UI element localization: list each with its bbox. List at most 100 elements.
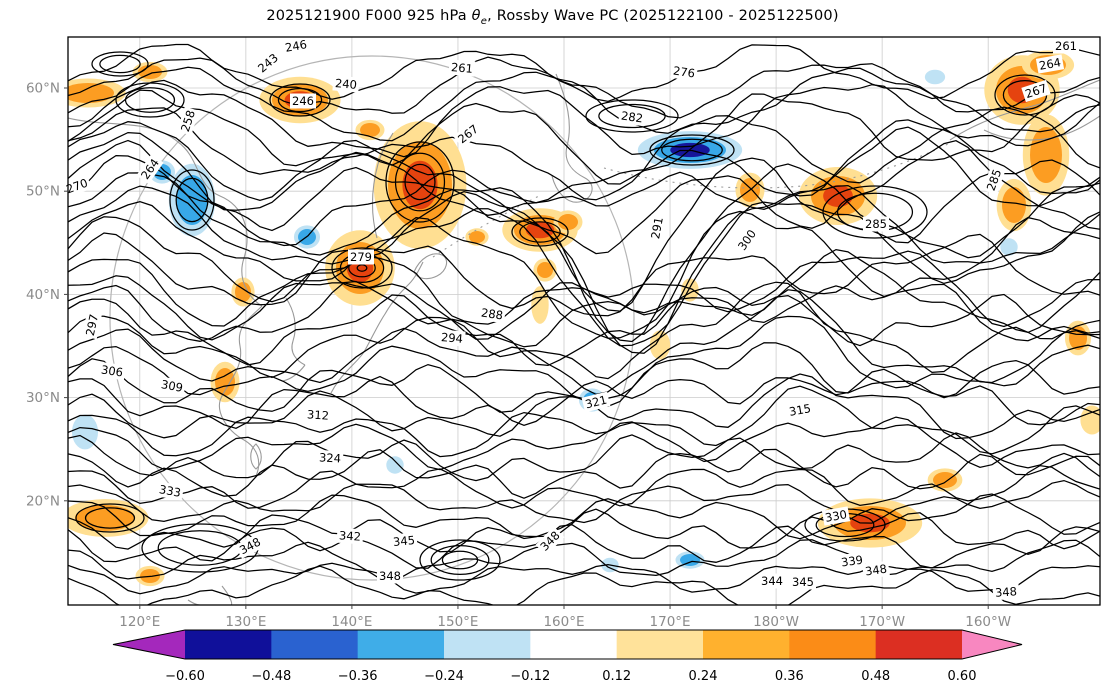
x-tick-label: 160°E (543, 614, 584, 630)
colorbar-tick-label: 0.36 (775, 669, 804, 684)
coastlines (68, 73, 1100, 605)
x-tick-label: 120°E (119, 614, 160, 630)
svg-text:246: 246 (284, 37, 308, 55)
anomaly-blob-core (525, 221, 555, 239)
contour-line (68, 448, 1100, 499)
contour-label: 291 (647, 213, 667, 243)
contour-line (68, 368, 1100, 429)
contour-label: 324 (316, 449, 344, 467)
contour-label: 321 (581, 391, 611, 413)
contour-label: 264 (1035, 54, 1065, 74)
contour-label: 261 (1053, 38, 1079, 54)
contour-label: 345 (390, 532, 418, 550)
anomaly-blob-halo (71, 414, 99, 450)
contour-line (68, 163, 1100, 343)
svg-text:344: 344 (761, 574, 783, 588)
colorbar-tick-label: 0.12 (602, 669, 631, 684)
contour-label: 339 (838, 551, 866, 571)
contour-line (68, 289, 1100, 396)
contour-line (68, 126, 1100, 216)
y-tick-label: 20°N (26, 493, 60, 509)
contour-line (68, 43, 1100, 103)
contour-label: 294 (438, 329, 466, 347)
closed-contour (84, 507, 136, 529)
svg-text:348: 348 (379, 569, 401, 583)
coastline (603, 141, 953, 189)
contour-line (68, 139, 1100, 255)
coastline (285, 297, 306, 366)
y-tick-label: 40°N (26, 287, 60, 303)
closed-contour (277, 87, 323, 113)
colorbar-segment (703, 630, 790, 659)
contour-line (68, 565, 1100, 605)
anomaly-blob (933, 472, 957, 488)
closed-contour (441, 550, 479, 570)
closed-contour (404, 163, 436, 201)
contour-label: 306 (98, 361, 126, 381)
coastline (551, 73, 593, 203)
contour-line (68, 66, 1100, 142)
anomaly-blob-halo (649, 330, 671, 360)
colorbar-segment (185, 630, 272, 659)
svg-text:261: 261 (450, 60, 473, 76)
closed-contour (419, 539, 501, 581)
theta-glyph: θ (471, 8, 481, 24)
contour-line (68, 416, 1100, 471)
contour-label: 276 (670, 62, 698, 82)
anomaly-blob (537, 262, 553, 278)
contour-label: 333 (155, 481, 185, 501)
x-tick-label: 170°W (859, 614, 905, 630)
closed-contour (269, 83, 331, 117)
contour-line (68, 432, 1100, 482)
svg-text:330: 330 (824, 507, 848, 525)
contour-label: 309 (157, 376, 187, 396)
closed-contour (124, 87, 176, 113)
anomaly-blob (360, 123, 380, 137)
colorbar-segment (875, 630, 963, 659)
contour-label: 348 (535, 526, 565, 556)
svg-text:306: 306 (100, 363, 124, 380)
closed-contour (75, 503, 145, 533)
closed-contour (598, 103, 666, 129)
contour-label: 282 (618, 107, 646, 127)
coastline (372, 132, 394, 239)
colorbar-segment (616, 630, 704, 659)
anomaly-blob-core (402, 160, 438, 210)
anomaly-blob (215, 368, 235, 396)
coastline (68, 117, 263, 307)
contour-label: 330 (821, 506, 851, 526)
anomaly-blob (1002, 187, 1026, 223)
colorbar-over-arrow (962, 630, 1022, 659)
contour-line (68, 248, 1100, 341)
colorbar-tick-label: −0.36 (338, 669, 378, 684)
coastline (218, 305, 263, 477)
theta-e-symbol: θe (471, 8, 487, 27)
colorbar: −0.60 −0.48 −0.36 −0.24 −0.12 0.12 0.24 0.36 0.4… (112, 629, 1023, 684)
anomaly-blob (68, 83, 114, 103)
anomaly-blob (138, 65, 162, 79)
contour-line (68, 119, 1100, 204)
closed-contour (661, 138, 723, 162)
colorbar-tick-label: −0.48 (251, 669, 291, 684)
svg-text:258: 258 (178, 108, 198, 133)
svg-text:345: 345 (792, 575, 814, 589)
closed-contour (169, 169, 215, 231)
contour-line (68, 210, 1100, 339)
svg-text:282: 282 (620, 109, 644, 126)
anomaly-blob-halo (1000, 238, 1018, 256)
svg-text:324: 324 (319, 450, 342, 465)
closed-contour (519, 221, 561, 243)
contour-label: 315 (785, 400, 815, 420)
svg-text:285: 285 (865, 217, 887, 231)
svg-text:267: 267 (1023, 81, 1048, 101)
svg-text:348: 348 (995, 584, 1018, 599)
svg-text:246: 246 (292, 94, 314, 108)
contour-label: 344 (759, 573, 785, 589)
anomaly-blob-halo (386, 456, 404, 474)
colorbar-segment (530, 630, 618, 659)
svg-text:348: 348 (864, 562, 888, 579)
closed-contour (385, 141, 455, 223)
svg-text:339: 339 (840, 553, 864, 570)
